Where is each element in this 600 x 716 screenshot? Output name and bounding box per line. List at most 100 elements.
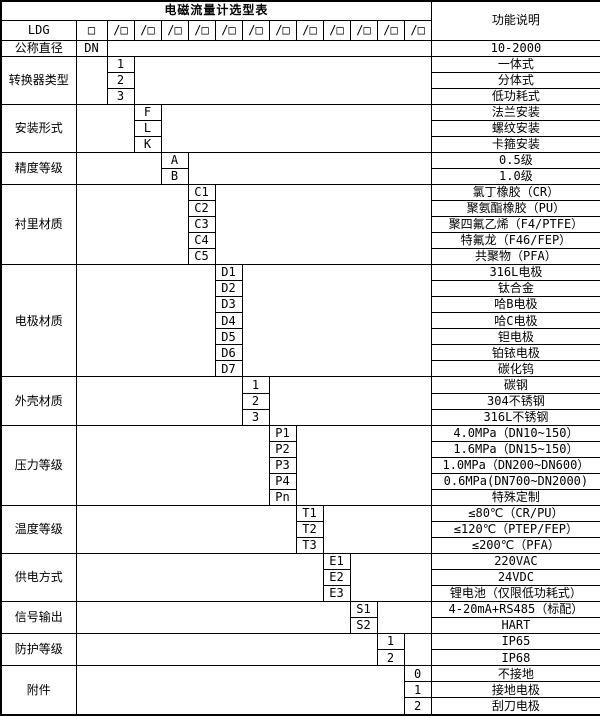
option-desc: 4.0MPa（DN10~150） — [430, 424, 600, 442]
category-label: 精度等级 — [0, 151, 77, 185]
option-code: P2 — [268, 440, 297, 458]
spacer-cell — [214, 183, 432, 266]
option-code: 1 — [106, 55, 135, 73]
option-desc: 法兰安装 — [430, 103, 600, 121]
spacer-cell — [403, 633, 432, 667]
option-desc: 锂电池（仅限低功耗式） — [430, 585, 600, 603]
option-code: D5 — [214, 328, 243, 346]
option-desc: 10-2000 — [430, 39, 600, 57]
spacer-cell — [75, 665, 405, 716]
option-desc: 低功耗式 — [430, 87, 600, 105]
model-slot: /□ — [295, 19, 324, 41]
spacer-cell — [75, 601, 351, 635]
option-code: K — [133, 135, 162, 153]
option-code: F — [133, 103, 162, 121]
option-code: 2 — [403, 697, 432, 716]
category-label-diameter: 公称直径 — [0, 39, 77, 57]
option-code: C4 — [187, 232, 216, 250]
diameter-code: DN — [75, 39, 108, 57]
option-code: D3 — [214, 296, 243, 314]
option-code: 0 — [403, 665, 432, 683]
category-label: 供电方式 — [0, 552, 77, 603]
spacer-cell — [160, 103, 432, 153]
spacer-cell — [295, 424, 432, 506]
spacer-cell — [75, 376, 243, 426]
option-desc: 不接地 — [430, 665, 600, 683]
option-desc: 1.6MPa（DN15~150） — [430, 440, 600, 458]
option-code: P3 — [268, 456, 297, 474]
option-code: E3 — [322, 585, 351, 603]
option-code: E2 — [322, 569, 351, 587]
model-slot: /□ — [376, 19, 405, 41]
option-desc: 1.0级 — [430, 167, 600, 185]
model-slot: /□ — [403, 19, 432, 41]
option-desc: 聚氨酯橡胶（PU） — [430, 199, 600, 218]
category-label: 附件 — [0, 665, 77, 716]
option-desc: 氯丁橡胶（CR） — [430, 183, 600, 201]
spacer-cell — [241, 264, 432, 378]
option-desc: 24VDC — [430, 569, 600, 587]
option-desc: 螺纹安装 — [430, 119, 600, 137]
model-slot: /□ — [133, 19, 162, 41]
category-label: 安装形式 — [0, 103, 77, 153]
spacer-cell — [268, 376, 432, 426]
option-desc: 钽电极 — [430, 328, 600, 346]
category-label: 电极材质 — [0, 264, 77, 378]
spacer-cell — [75, 151, 162, 185]
category-label: 转换器类型 — [0, 55, 77, 105]
model-slot: /□ — [214, 19, 243, 41]
option-code: D6 — [214, 344, 243, 362]
spacer-cell — [106, 39, 432, 57]
model-slot: /□ — [160, 19, 189, 41]
option-desc: 碳钢 — [430, 376, 600, 394]
option-desc: 聚四氟乙烯（F4/PTFE） — [430, 216, 600, 234]
spacer-cell — [75, 55, 108, 105]
option-desc: 特殊定制 — [430, 488, 600, 506]
category-label: 温度等级 — [0, 504, 77, 555]
option-desc: 刮刀电极 — [430, 697, 600, 716]
spacer-cell — [349, 552, 432, 603]
option-desc: 共聚物（PFA） — [430, 248, 600, 266]
option-code: D4 — [214, 312, 243, 330]
spacer-cell — [75, 264, 216, 378]
option-code: C1 — [187, 183, 216, 201]
spacer-cell — [75, 552, 324, 603]
option-code: C5 — [187, 248, 216, 266]
option-code: 2 — [376, 649, 405, 667]
option-code: 2 — [241, 392, 270, 410]
option-desc: ≤120℃（PTEP/FEP） — [430, 520, 600, 538]
option-desc: 哈C电极 — [430, 312, 600, 330]
option-code: P1 — [268, 424, 297, 442]
option-desc: 4-20mA+RS485（标配） — [430, 601, 600, 619]
category-label: 压力等级 — [0, 424, 77, 506]
model-prefix: LDG — [0, 19, 77, 41]
option-code: B — [160, 167, 189, 185]
option-code: L — [133, 119, 162, 137]
option-desc: 分体式 — [430, 71, 600, 89]
option-code: D7 — [214, 360, 243, 378]
spacer-cell — [187, 151, 432, 185]
spacer-cell — [376, 601, 432, 635]
spacer-cell — [75, 103, 135, 153]
option-code: Pn — [268, 488, 297, 506]
option-code: 3 — [241, 408, 270, 426]
category-label: 防护等级 — [0, 633, 77, 667]
option-code: S2 — [349, 617, 378, 635]
spacer-cell — [75, 424, 270, 506]
option-code: 1 — [241, 376, 270, 394]
option-desc: 0.5级 — [430, 151, 600, 169]
option-code: 2 — [106, 71, 135, 89]
option-code: D1 — [214, 264, 243, 282]
option-code: S1 — [349, 601, 378, 619]
option-desc: 316L电极 — [430, 264, 600, 282]
model-slot: /□ — [349, 19, 378, 41]
option-desc: 特氟龙（F46/FEP） — [430, 232, 600, 250]
spacer-cell — [322, 504, 432, 555]
option-desc: IP68 — [430, 649, 600, 667]
option-code: C3 — [187, 216, 216, 234]
option-desc: 一体式 — [430, 55, 600, 73]
option-desc: ≤200℃（PFA） — [430, 536, 600, 555]
spacer-cell — [75, 504, 297, 555]
model-slot: /□ — [322, 19, 351, 41]
option-code: C2 — [187, 199, 216, 218]
